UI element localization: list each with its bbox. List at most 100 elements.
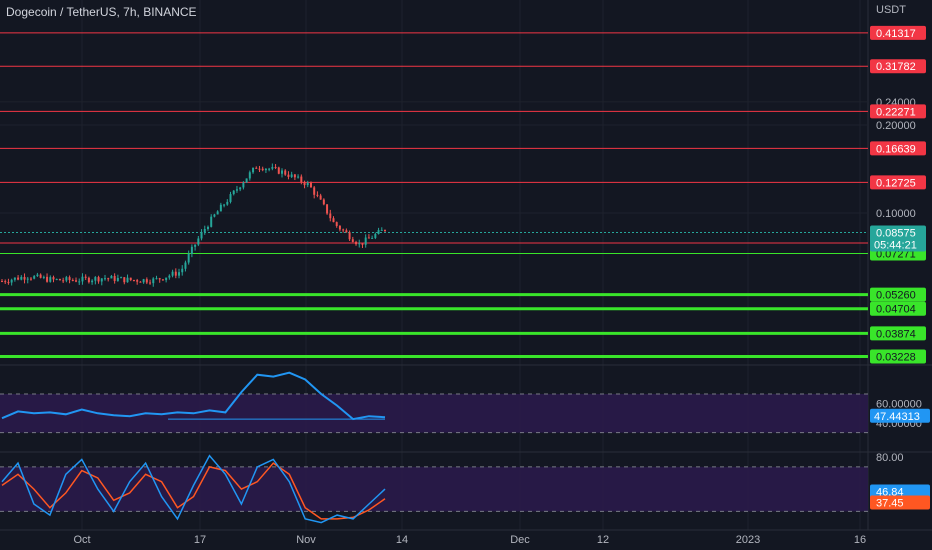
candle-body xyxy=(81,276,84,282)
candle-body xyxy=(361,243,364,245)
resistance-level-tag xyxy=(870,25,926,40)
candle-body xyxy=(264,168,267,171)
candle-body xyxy=(290,174,293,177)
candle-body xyxy=(232,190,235,195)
candle-body xyxy=(248,172,251,179)
candle-body xyxy=(355,241,358,245)
candle-body xyxy=(4,281,7,283)
candle-body xyxy=(46,276,49,282)
candle-body xyxy=(136,280,139,282)
time-axis-label: 2023 xyxy=(736,534,760,546)
candle-body xyxy=(287,174,290,177)
candle-body xyxy=(239,187,242,190)
time-axis-label: 14 xyxy=(396,534,408,546)
candle-body xyxy=(219,204,222,212)
candle-body xyxy=(306,182,309,186)
time-axis-label: 17 xyxy=(194,534,206,546)
candle-body xyxy=(100,278,103,282)
support-level-value: 0.05260 xyxy=(876,290,916,302)
candle-body xyxy=(152,278,155,284)
candle-body xyxy=(235,189,238,191)
candle-body xyxy=(245,178,248,183)
time-axis-label: 16 xyxy=(854,534,866,546)
candle-body xyxy=(84,276,87,278)
candle-body xyxy=(132,280,135,282)
candle-body xyxy=(97,277,100,282)
candle-body xyxy=(358,243,361,245)
candle-body xyxy=(261,168,264,171)
candle-body xyxy=(62,280,65,282)
resistance-level-value: 0.31782 xyxy=(876,61,916,73)
candle-body xyxy=(206,226,209,229)
candle-body xyxy=(103,278,106,280)
candle-body xyxy=(371,237,374,239)
candle-body xyxy=(200,232,203,239)
candle-body xyxy=(335,222,338,226)
candle-body xyxy=(277,167,280,174)
chart-title: Dogecoin / TetherUS, 7h, BINANCE xyxy=(6,5,197,19)
support-level-tag xyxy=(870,287,926,302)
candle-body xyxy=(319,195,322,200)
candle-body xyxy=(252,167,255,173)
candle-body xyxy=(20,276,23,280)
countdown-value: 05:44:21 xyxy=(874,240,917,252)
resistance-level-value: 0.41317 xyxy=(876,28,916,40)
candle-body xyxy=(17,277,20,280)
candle-body xyxy=(268,168,271,170)
candle-body xyxy=(129,277,132,281)
resistance-level-value: 0.22271 xyxy=(876,106,916,118)
candle-body xyxy=(284,170,287,175)
candle-body xyxy=(52,277,55,280)
candle-body xyxy=(123,277,126,283)
candle-body xyxy=(94,277,97,281)
candle-body xyxy=(78,281,81,283)
candle-body xyxy=(338,225,341,230)
candle-body xyxy=(87,277,90,283)
candle-body xyxy=(7,282,10,284)
candle-body xyxy=(384,229,386,231)
rsi-value: 47.44313 xyxy=(874,411,920,423)
candle-body xyxy=(187,253,190,263)
candle-body xyxy=(39,274,42,278)
candle-body xyxy=(36,274,39,277)
time-axis-label: Oct xyxy=(73,534,90,546)
candle-body xyxy=(316,194,319,196)
stoch-d-value: 37.45 xyxy=(876,497,904,509)
candle-body xyxy=(229,194,232,202)
rsi-value-tag xyxy=(870,408,930,423)
last-price-value: 0.08575 xyxy=(876,228,916,240)
currency-label: USDT xyxy=(876,4,906,16)
candle-body xyxy=(139,281,142,283)
candle-body xyxy=(49,277,52,282)
time-axis-label: 12 xyxy=(597,534,609,546)
resistance-level-value: 0.12725 xyxy=(876,177,916,189)
candle-body xyxy=(309,182,312,188)
price-tick-label: 0.10000 xyxy=(876,208,916,220)
candle-body xyxy=(161,279,164,281)
support-level-tag xyxy=(870,301,926,316)
candle-body xyxy=(42,276,45,278)
candle-body xyxy=(242,182,245,188)
candle-body xyxy=(303,182,306,186)
resistance-level-tag xyxy=(870,175,926,190)
candle-body xyxy=(194,244,197,247)
candle-body xyxy=(142,279,145,283)
rsi-band xyxy=(0,394,868,433)
candle-body xyxy=(23,276,26,280)
stoch-k-tag xyxy=(870,484,930,499)
candle-body xyxy=(213,214,216,217)
candle-body xyxy=(329,213,332,219)
stoch-k-line xyxy=(1,454,386,524)
resistance-level-tag xyxy=(870,104,926,119)
candle-body xyxy=(29,278,32,280)
candle-body xyxy=(190,246,193,254)
candle-body xyxy=(171,271,174,276)
candle-body xyxy=(377,230,380,234)
candle-body xyxy=(297,176,300,178)
candle-body xyxy=(75,280,78,282)
candle-body xyxy=(197,238,200,245)
candle-body xyxy=(374,233,377,238)
stoch-d-line xyxy=(1,462,386,520)
